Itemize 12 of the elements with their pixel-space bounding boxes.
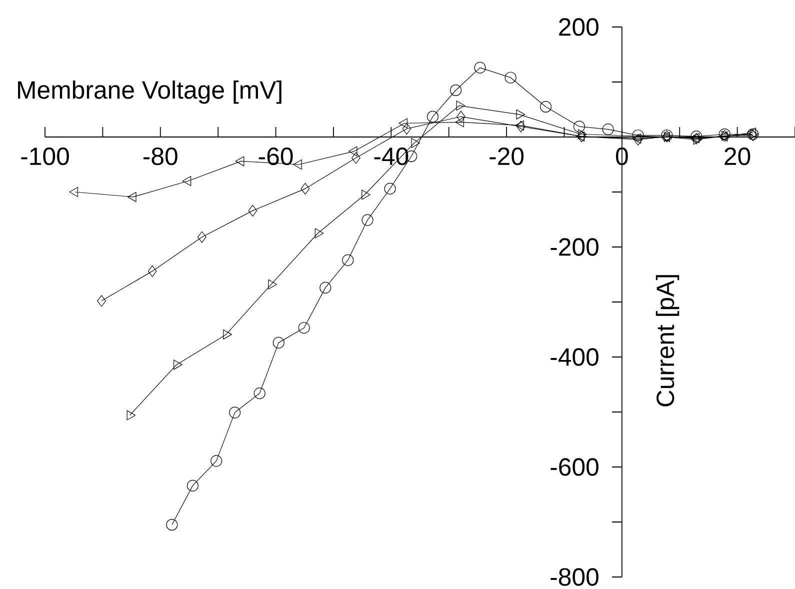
y-axis-title: Current [pA] xyxy=(656,275,680,406)
x-tick-label: -60 xyxy=(258,147,293,166)
x-tick-label: -80 xyxy=(143,147,178,166)
x-tick-label: -20 xyxy=(490,147,524,166)
x-tick-label: -100 xyxy=(21,147,69,166)
y-tick-label: 200 xyxy=(559,18,598,36)
y-tick-label: -400 xyxy=(550,348,598,366)
y-tick-label: -200 xyxy=(550,238,598,256)
y-tick-label: -600 xyxy=(550,458,598,476)
x-axis-title: Membrane Voltage [mV] xyxy=(18,80,282,104)
y-tick-label: -800 xyxy=(550,568,598,586)
x-tick-label: 20 xyxy=(724,147,750,166)
